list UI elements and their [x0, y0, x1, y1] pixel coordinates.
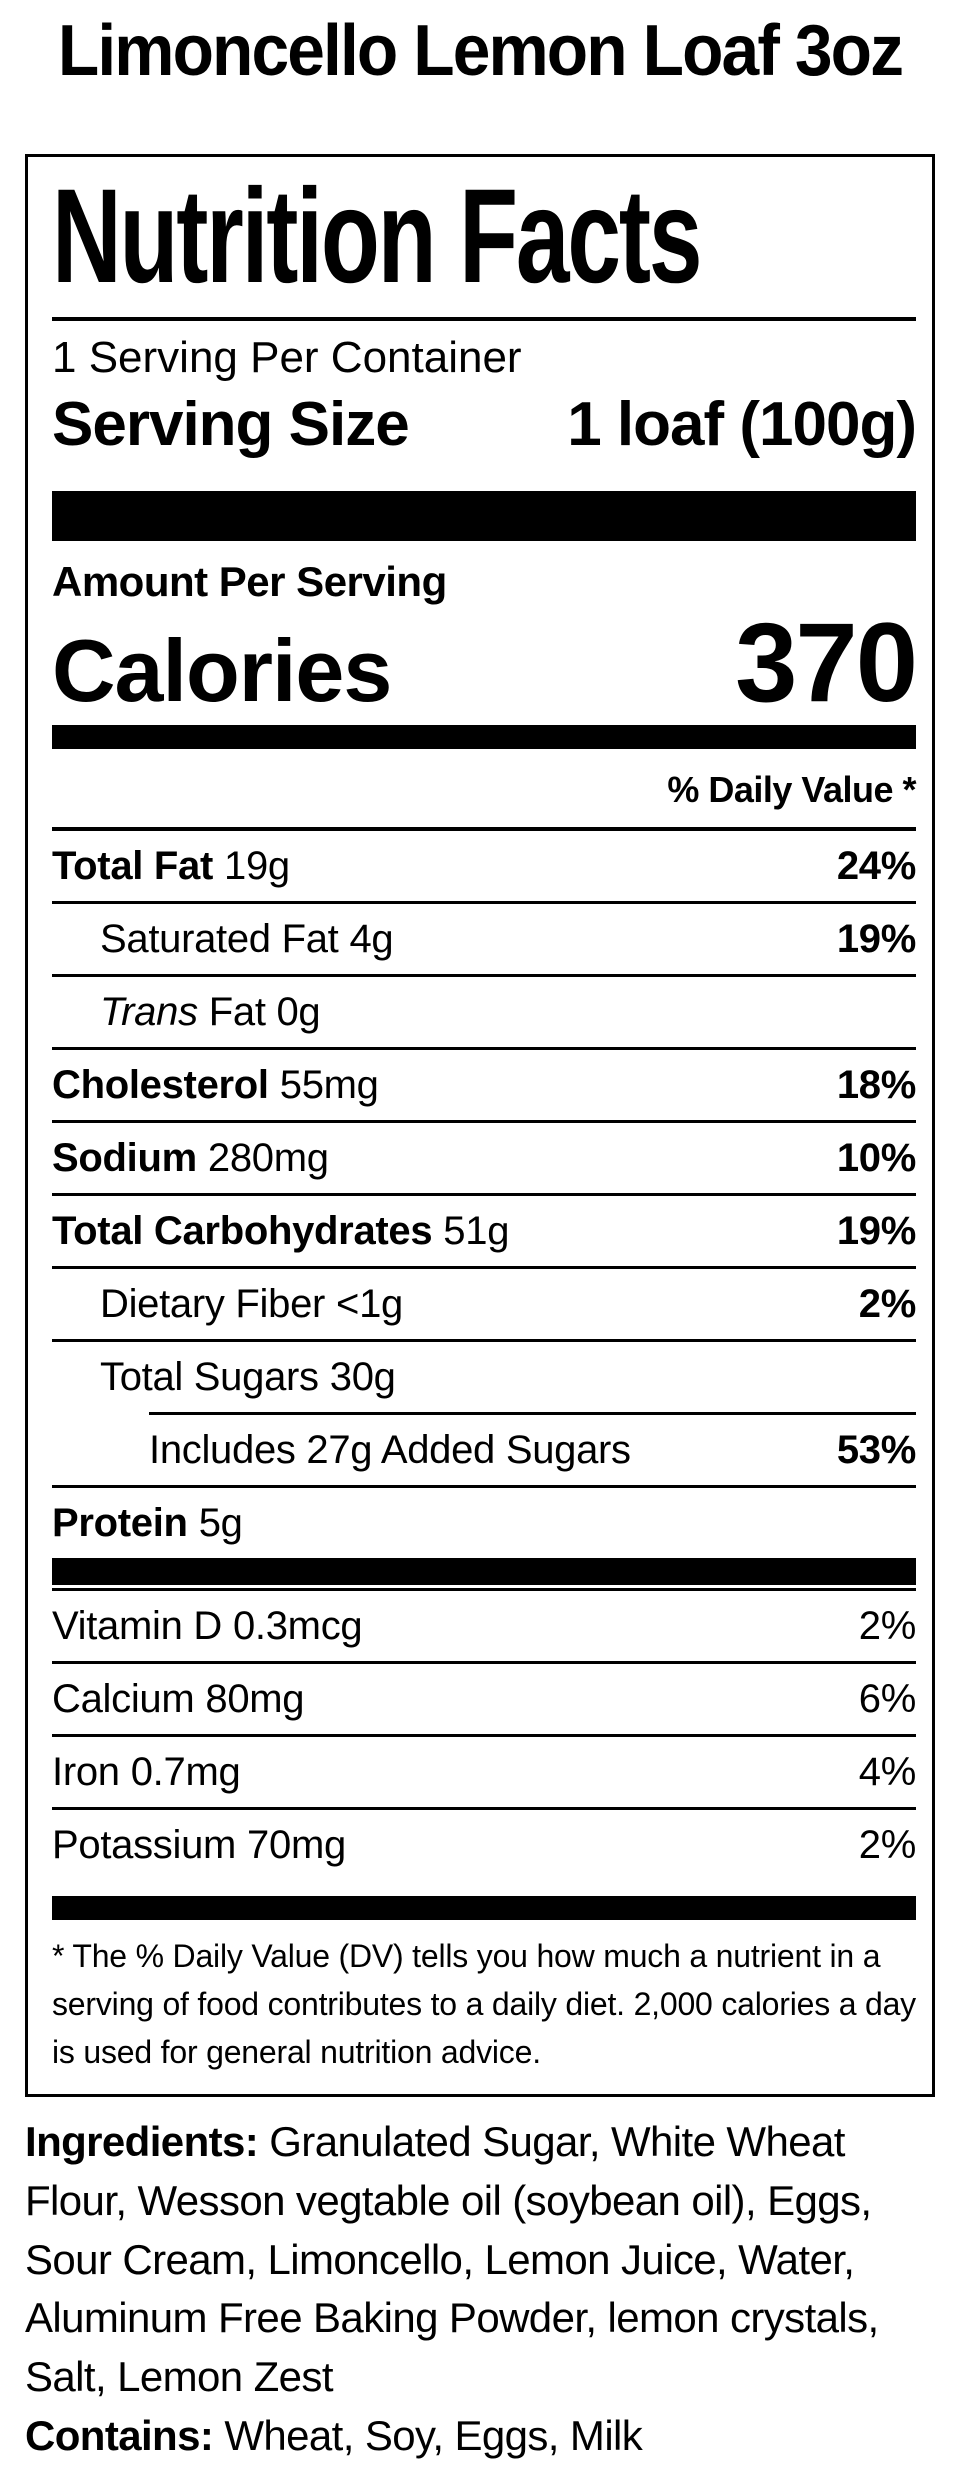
amount-per-serving-label: Amount Per Serving — [52, 557, 447, 605]
nutrient-dv: 2% — [858, 1603, 917, 1648]
contains-label: Contains: — [25, 2412, 214, 2460]
section-divider-bar — [52, 725, 916, 750]
contains-paragraph: Contains: Wheat, Soy, Eggs, Milk — [25, 2407, 935, 2466]
ingredients-paragraph: Ingredients: Granulated Sugar, White Whe… — [25, 2113, 935, 2407]
nutrient-amount: 0.7mg — [130, 1749, 241, 1794]
nutrient-name: Calcium — [52, 1676, 195, 1721]
nutrient-dv: 24% — [836, 843, 916, 888]
servings-per-container: 1 Serving Per Container — [52, 333, 522, 383]
row-cholesterol: Cholesterol 55mg 18% — [52, 1050, 916, 1124]
nutrient-name: Includes 27g Added Sugars — [149, 1427, 631, 1472]
nutrient-name: Sodium — [52, 1135, 197, 1180]
nutrient-name: Protein — [52, 1500, 188, 1545]
row-protein: Protein 5g — [52, 1488, 916, 1558]
nutrient-name: Trans — [100, 989, 198, 1034]
nutrient-amount: 0.3mcg — [232, 1603, 363, 1648]
nutrient-amount: 4g — [349, 916, 394, 961]
nutrient-dv: 53% — [836, 1427, 916, 1472]
nutrient-name: Cholesterol — [52, 1062, 269, 1107]
nutrient-dv: 4% — [858, 1749, 917, 1794]
divider — [52, 317, 916, 322]
row-sodium: Sodium 280mg 10% — [52, 1123, 916, 1197]
nutrient-amount: 55mg — [279, 1062, 379, 1107]
nutrient-name: Total Fat — [52, 843, 213, 888]
product-title: Limoncello Lemon Loaf 3oz — [57, 11, 904, 91]
ingredients-label: Ingredients: — [25, 2118, 259, 2166]
row-iron: Iron 0.7mg 4% — [52, 1737, 917, 1811]
nutrition-facts-title: Nutrition Facts — [52, 161, 702, 311]
nutrient-dv: 2% — [858, 1281, 917, 1326]
row-calcium: Calcium 80mg 6% — [52, 1664, 917, 1738]
nutrient-amount: 80mg — [205, 1676, 305, 1721]
nutrient-amount: 51g — [443, 1208, 510, 1253]
nutrient-name: Vitamin D — [52, 1603, 222, 1648]
section-divider-bar — [52, 1896, 916, 1921]
nutrient-amount: Fat 0g — [208, 989, 321, 1034]
nutrient-dv: 10% — [836, 1135, 916, 1180]
nutrient-dv: 6% — [858, 1676, 917, 1721]
section-divider-bar — [52, 490, 916, 541]
nutrient-amount: 30g — [329, 1354, 396, 1399]
calories-row: Calories 370 — [52, 600, 918, 726]
row-potassium: Potassium 70mg 2% — [52, 1810, 916, 1880]
nutrient-name: Total Sugars — [100, 1354, 319, 1399]
nutrient-amount: 19g — [224, 843, 290, 888]
nutrient-amount: <1g — [336, 1281, 403, 1326]
ingredients-text: Granulated Sugar, White Wheat Flour, Wes… — [25, 2118, 879, 2401]
serving-size-value: 1 loaf (100g) — [567, 390, 917, 460]
nutrient-amount: 70mg — [247, 1822, 346, 1867]
nutrient-dv: 19% — [836, 916, 916, 961]
divider — [52, 1588, 916, 1592]
serving-size-label: Serving Size — [52, 390, 410, 460]
nutrition-facts-label: Nutrition Facts 1 Serving Per Container … — [25, 153, 935, 2098]
row-added-sugars: Includes 27g Added Sugars 53% — [52, 1415, 916, 1489]
nutrient-amount: 280mg — [207, 1135, 329, 1180]
row-total-fat: Total Fat 19g 24% — [52, 831, 916, 905]
contains-text: Wheat, Soy, Eggs, Milk — [224, 2412, 643, 2460]
serving-size-row: Serving Size 1 loaf (100g) — [52, 388, 917, 462]
nutrient-name: Dietary Fiber — [100, 1281, 326, 1326]
daily-value-footnote: * The % Daily Value (DV) tells you how m… — [52, 1938, 916, 2071]
nutrient-amount: 5g — [198, 1500, 243, 1545]
nutrient-dv: 18% — [836, 1062, 916, 1107]
nutrient-name: Potassium — [52, 1822, 237, 1867]
row-dietary-fiber: Dietary Fiber <1g 2% — [52, 1269, 917, 1343]
row-trans-fat: Trans Fat 0g — [52, 977, 916, 1051]
page: Limoncello Lemon Loaf 3oz Nutrition Fact… — [0, 11, 960, 2466]
nutrient-name: Iron — [52, 1749, 120, 1794]
nutrient-name: Total Carbohydrates — [52, 1208, 433, 1253]
nutrient-dv: 2% — [858, 1822, 917, 1867]
section-divider-bar — [52, 1558, 916, 1586]
row-saturated-fat: Saturated Fat 4g 19% — [52, 904, 916, 978]
nutrient-name: Saturated Fat — [100, 916, 339, 961]
row-vitamin-d: Vitamin D 0.3mcg 2% — [52, 1591, 917, 1665]
calories-value: 370 — [735, 600, 918, 726]
indented-divider — [149, 1412, 916, 1416]
daily-value-header: % Daily Value * — [52, 749, 917, 832]
nutrient-dv: 19% — [836, 1208, 916, 1253]
row-total-carbohydrates: Total Carbohydrates 51g 19% — [52, 1196, 916, 1270]
calories-label: Calories — [52, 621, 392, 721]
row-total-sugars: Total Sugars 30g — [52, 1342, 916, 1412]
